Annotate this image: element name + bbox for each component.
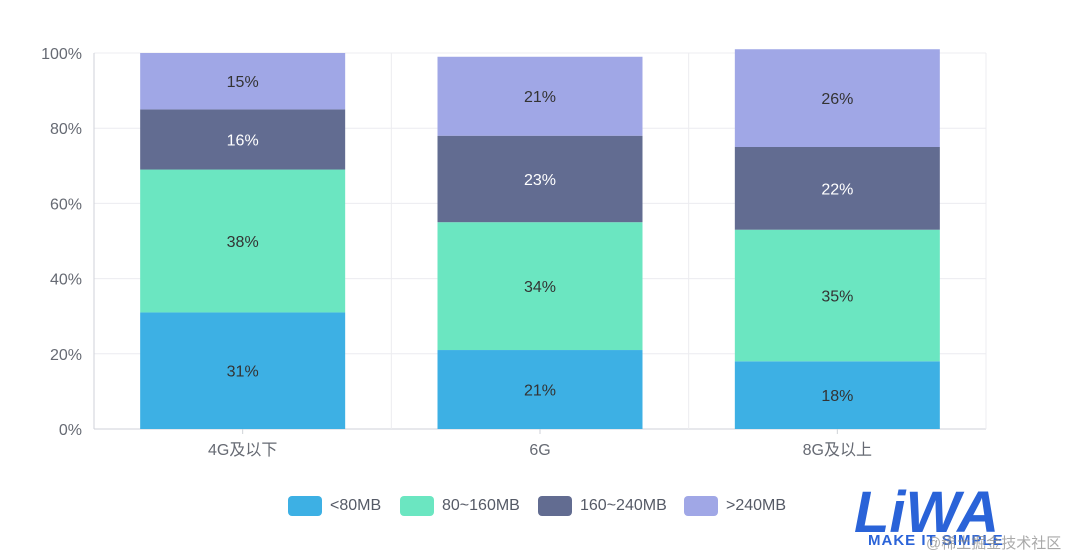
data-label: 34%	[524, 279, 556, 296]
bar-segment	[437, 135, 643, 223]
bars-layer	[140, 49, 940, 429]
data-label: 18%	[821, 388, 853, 405]
legend-label: 160~240MB	[580, 497, 667, 514]
legend-swatch	[288, 496, 322, 516]
bar-segment	[734, 361, 940, 429]
y-tick-label: 100%	[41, 46, 82, 63]
bar-segment	[140, 53, 346, 110]
legend-item: 160~240MB	[538, 493, 667, 519]
x-tick-label: 4G及以下	[208, 442, 277, 459]
legend-label: <80MB	[330, 497, 382, 514]
bar-segment	[437, 56, 643, 136]
data-labels-layer: 31% 38% 16% 15% 21% 34% 23% 21% 18% 35% 22% 26%	[227, 74, 854, 405]
legend-swatch	[538, 496, 572, 516]
legend-swatch	[684, 496, 718, 516]
data-label: 23%	[524, 172, 556, 189]
data-label: 38%	[227, 234, 259, 251]
y-tick-label: 40%	[50, 272, 82, 289]
data-label: 31%	[227, 364, 259, 381]
bar-segment	[734, 229, 940, 362]
bar-segment	[437, 222, 643, 351]
data-label: 15%	[227, 74, 259, 91]
legend-item: >240MB	[684, 493, 786, 519]
logo-tagline: MAKE IT SIMPLE	[868, 532, 1004, 549]
bar-segment	[140, 109, 346, 170]
bar-segment	[734, 49, 940, 147]
bar-segment	[437, 350, 643, 429]
data-label: 22%	[821, 181, 853, 198]
watermark-text: @稀土掘金技术社区	[926, 535, 1062, 552]
chart-legend: <80MB 80~160MB 160~240MB >240MB	[0, 493, 1080, 519]
legend-item: <80MB	[288, 493, 381, 519]
logo-brand-text: LiWA	[854, 480, 999, 545]
y-tick-label: 20%	[50, 347, 82, 364]
legend-swatch	[400, 496, 434, 516]
legend-label: 80~160MB	[442, 497, 520, 514]
y-tick-label: 60%	[50, 196, 82, 213]
data-label: 21%	[524, 383, 556, 400]
x-tick-label: 6G	[529, 442, 550, 459]
bar-segment	[734, 147, 940, 230]
data-label: 16%	[227, 132, 259, 149]
bar-segment	[140, 312, 346, 429]
data-label: 26%	[821, 91, 853, 108]
legend-label: >240MB	[726, 497, 787, 514]
liwa-logo: LiWA	[854, 480, 999, 545]
stacked-bar-chart: 0% 20% 40% 60% 80% 100% 4G及以下 6G 8G及以上 31% 38% 16%…	[41, 46, 987, 459]
y-tick-label: 80%	[50, 121, 82, 138]
y-tick-label: 0%	[59, 422, 82, 439]
axis-layer: 0% 20% 40% 60% 80% 100% 4G及以下 6G 8G及以上	[41, 46, 872, 459]
x-tick-label: 8G及以上	[803, 441, 872, 459]
legend-item: 80~160MB	[400, 493, 520, 519]
bar-segment	[140, 169, 346, 313]
data-label: 21%	[524, 89, 556, 106]
data-label: 35%	[821, 289, 853, 306]
